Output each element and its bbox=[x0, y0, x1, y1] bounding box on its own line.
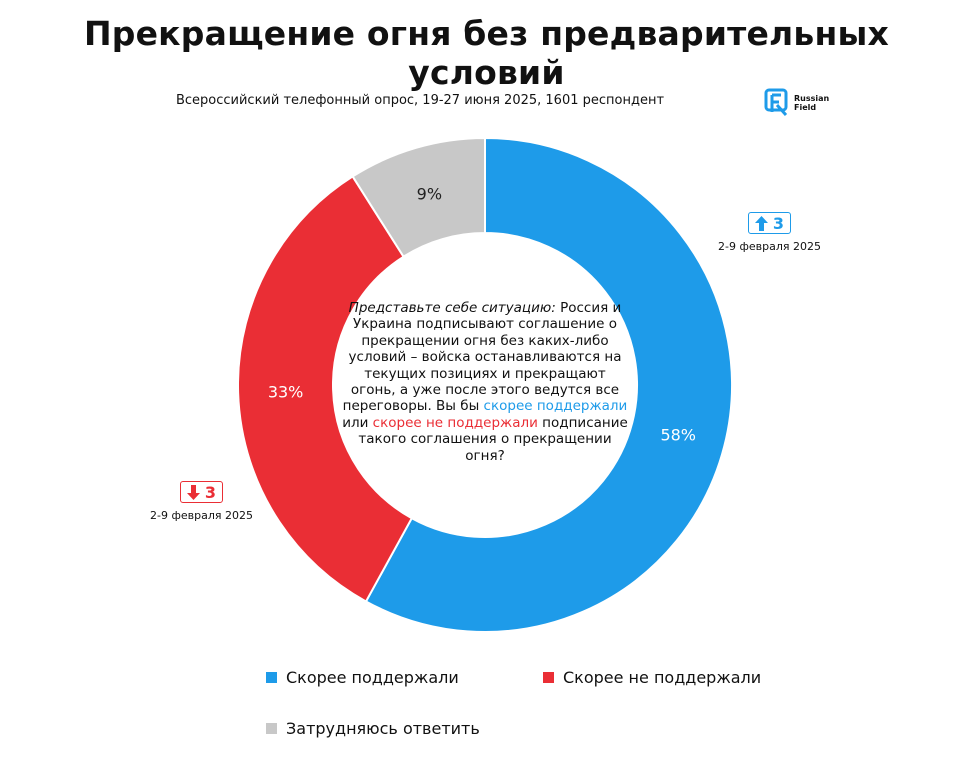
chart-title: Прекращение огня без предварительных усл… bbox=[83, 14, 890, 92]
logo-icon bbox=[764, 88, 788, 117]
logo-line1: Russian bbox=[794, 94, 830, 103]
support-change-value: 3 bbox=[772, 213, 785, 233]
russian-field-logo: Russian Field bbox=[764, 86, 829, 120]
donut-slice-support bbox=[364, 136, 733, 633]
legend-item-unsure: Затрудняюсь ответить bbox=[266, 719, 480, 738]
question-option-oppose: скорее не поддержали bbox=[372, 414, 538, 431]
question-option-support: скорее поддержали bbox=[483, 398, 628, 415]
logo-line2: Field bbox=[794, 103, 817, 112]
survey-question: Представьте себе ситуацию: Россия и Укра… bbox=[340, 300, 630, 464]
support-change: 3 2-9 февраля 2025 bbox=[718, 212, 821, 253]
support-change-badge: 3 bbox=[747, 212, 792, 234]
legend-swatch-support bbox=[266, 672, 277, 683]
legend-item-support: Скорее поддержали bbox=[266, 668, 459, 687]
question-connector: или bbox=[342, 414, 369, 431]
legend-label-oppose: Скорее не поддержали bbox=[563, 668, 762, 687]
question-part1: Россия и Украина подписывают соглашение … bbox=[342, 300, 622, 415]
arrow-up-icon bbox=[754, 215, 768, 231]
chart-subtitle: Всероссийский телефонный опрос, 19-27 ию… bbox=[175, 93, 665, 108]
data-label-oppose: 33% bbox=[268, 382, 304, 401]
question-part2: подписание такого соглашения о прекращен… bbox=[358, 414, 628, 464]
data-label-unsure: 9% bbox=[417, 184, 442, 203]
oppose-change-value: 3 bbox=[204, 482, 217, 502]
oppose-change-date: 2-9 февраля 2025 bbox=[150, 509, 253, 522]
legend-swatch-oppose bbox=[543, 672, 554, 683]
oppose-change-badge: 3 bbox=[179, 481, 224, 503]
legend-label-support: Скорее поддержали bbox=[286, 668, 459, 687]
oppose-change: 3 2-9 февраля 2025 bbox=[150, 481, 253, 522]
donut-slice-oppose bbox=[237, 175, 414, 603]
legend-item-oppose: Скорее не поддержали bbox=[543, 668, 761, 687]
question-intro: Представьте себе ситуацию: bbox=[348, 300, 556, 316]
legend-label-unsure: Затрудняюсь ответить bbox=[286, 719, 480, 738]
arrow-down-icon bbox=[186, 484, 200, 500]
legend-swatch-unsure bbox=[266, 723, 277, 734]
data-label-support: 58% bbox=[660, 426, 696, 445]
donut-slice-unsure bbox=[351, 136, 486, 259]
support-change-date: 2-9 февраля 2025 bbox=[718, 240, 821, 253]
